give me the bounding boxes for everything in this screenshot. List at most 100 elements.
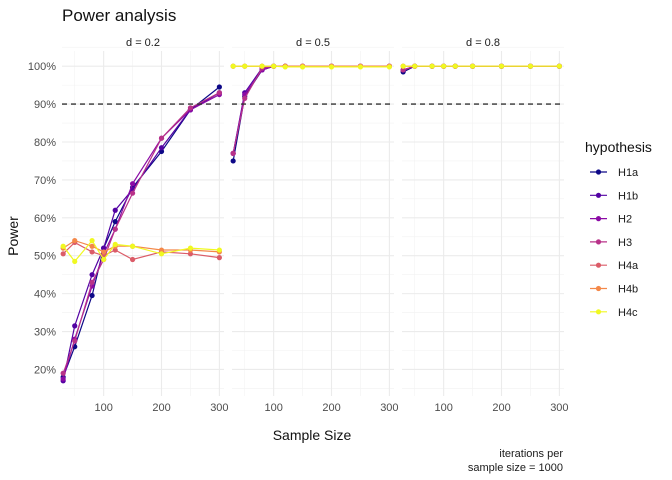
data-point bbox=[328, 64, 335, 70]
y-axis-title: Power bbox=[5, 216, 21, 256]
data-point bbox=[452, 63, 458, 69]
series-h4c bbox=[230, 63, 392, 70]
data-point bbox=[112, 219, 118, 225]
data-point bbox=[429, 63, 435, 69]
data-point bbox=[187, 105, 194, 111]
series-h3 bbox=[60, 90, 222, 376]
x-tick-label: 200 bbox=[322, 402, 340, 414]
data-point bbox=[60, 376, 66, 382]
data-point bbox=[357, 64, 364, 70]
data-point bbox=[129, 190, 136, 196]
data-point bbox=[187, 245, 194, 251]
data-point bbox=[230, 63, 236, 69]
data-point bbox=[72, 323, 78, 329]
data-point bbox=[89, 292, 95, 299]
series-h2 bbox=[400, 63, 562, 73]
data-point bbox=[386, 64, 392, 70]
data-point bbox=[259, 63, 265, 69]
panel-2: d = 0.5 100 200 300 bbox=[230, 37, 399, 414]
data-point bbox=[60, 243, 66, 249]
series-line bbox=[233, 65, 390, 68]
legend-label: H1b bbox=[618, 190, 638, 202]
legend-key-point bbox=[595, 169, 602, 175]
legend-label: H4b bbox=[618, 284, 638, 296]
data-point bbox=[230, 158, 236, 164]
data-point bbox=[112, 247, 118, 253]
facet-label: d = 0.8 bbox=[466, 37, 500, 49]
legend-label: H4c bbox=[618, 307, 638, 319]
data-point bbox=[299, 64, 306, 70]
data-point bbox=[158, 247, 165, 253]
series-line bbox=[62, 86, 220, 378]
data-point bbox=[216, 247, 222, 253]
y-tick-label: 70% bbox=[34, 175, 56, 187]
legend-item-h4a: H4a bbox=[590, 260, 639, 272]
y-tick-label: 20% bbox=[34, 364, 56, 376]
data-point bbox=[216, 90, 222, 96]
data-point bbox=[60, 370, 66, 376]
caption-line-1: iterations per bbox=[499, 448, 563, 460]
x-tick-label: 100 bbox=[94, 402, 112, 414]
caption-line-2: sample size = 1000 bbox=[468, 462, 563, 474]
y-tick-label: 50% bbox=[34, 251, 56, 263]
data-point bbox=[112, 207, 118, 213]
panel-3: d = 0.8 100 200 300 bbox=[400, 37, 569, 414]
facet-panels: d = 0.2 100 200 300 d = 0.5 100 200 300 d = 0.8 1… bbox=[28, 37, 569, 414]
y-tick-label: 90% bbox=[34, 99, 56, 111]
legend-item-h3: H3 bbox=[590, 237, 632, 249]
y-tick-label: 80% bbox=[34, 137, 56, 149]
data-point bbox=[230, 150, 236, 156]
data-point bbox=[101, 245, 107, 251]
data-point bbox=[72, 237, 78, 244]
data-point bbox=[89, 279, 95, 285]
data-point bbox=[216, 255, 222, 261]
data-point bbox=[412, 63, 418, 69]
legend-label: H2 bbox=[618, 214, 632, 226]
x-tick-label: 100 bbox=[434, 402, 452, 414]
x-axis-title: Sample Size bbox=[273, 427, 352, 443]
y-tick-label: 40% bbox=[34, 289, 56, 301]
x-tick-label: 200 bbox=[152, 402, 170, 414]
data-point bbox=[72, 338, 78, 344]
data-point bbox=[216, 84, 222, 90]
data-point bbox=[101, 256, 107, 263]
y-tick-label: 30% bbox=[34, 327, 56, 339]
data-point bbox=[101, 249, 107, 255]
data-point bbox=[400, 63, 406, 69]
data-point bbox=[112, 226, 118, 232]
data-point bbox=[72, 258, 78, 265]
data-point bbox=[498, 63, 505, 69]
data-point bbox=[282, 64, 288, 70]
data-point bbox=[89, 237, 95, 244]
series-h4b bbox=[60, 237, 222, 255]
legend-key-point bbox=[595, 192, 602, 198]
series-h1a bbox=[60, 84, 222, 380]
facet-label: d = 0.5 bbox=[296, 37, 330, 49]
x-tick-label: 300 bbox=[380, 402, 398, 414]
data-point bbox=[527, 63, 534, 69]
legend-key-point bbox=[595, 285, 602, 292]
legend-item-h1b: H1b bbox=[590, 190, 638, 202]
data-point bbox=[242, 63, 248, 69]
data-point bbox=[89, 249, 95, 255]
y-tick-label: 60% bbox=[34, 213, 56, 225]
series-line bbox=[402, 65, 560, 73]
series-h4c bbox=[60, 237, 222, 265]
series-h3 bbox=[400, 63, 562, 73]
facet-label: d = 0.2 bbox=[126, 37, 160, 49]
legend-item-h4c: H4c bbox=[590, 307, 638, 319]
x-tick-label: 200 bbox=[492, 402, 510, 414]
legend-item-h1a: H1a bbox=[590, 167, 639, 179]
legend-key-point bbox=[595, 239, 602, 245]
chart-title: Power analysis bbox=[62, 6, 176, 25]
y-tick-label: 100% bbox=[28, 61, 56, 73]
data-point bbox=[158, 135, 165, 141]
series-line bbox=[62, 239, 220, 263]
x-tick-label: 300 bbox=[210, 402, 228, 414]
data-point bbox=[187, 251, 194, 257]
data-point bbox=[400, 67, 406, 73]
legend: H1a H1b H2 H3 H4a H4b H4c bbox=[590, 167, 639, 319]
legend-key-point bbox=[595, 262, 602, 268]
x-tick-label: 100 bbox=[264, 402, 282, 414]
